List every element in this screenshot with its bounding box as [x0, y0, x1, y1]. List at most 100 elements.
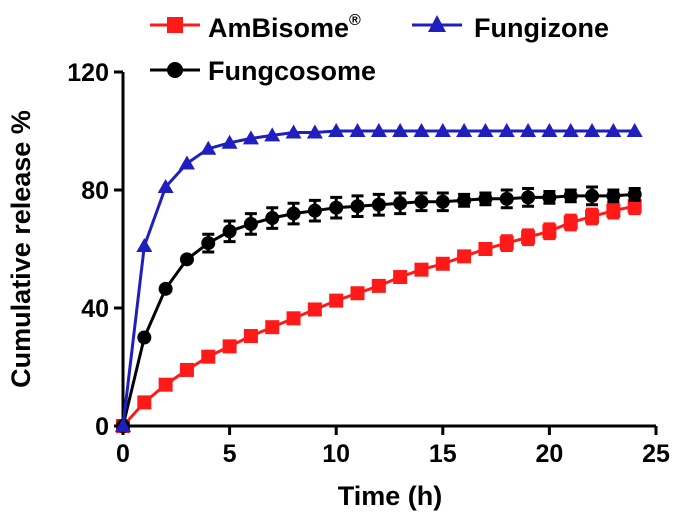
point-ambisome-6: [243, 329, 258, 344]
point-fungizone-7: [264, 127, 281, 142]
series-line-ambisome: [121, 204, 636, 428]
point-fungizone-9: [306, 124, 323, 139]
point-fungcosome-18: [499, 191, 514, 206]
point-fungizone-15: [434, 123, 451, 137]
point-fungizone-8: [285, 124, 302, 139]
point-fungizone-20: [541, 123, 558, 137]
point-fungizone-18: [498, 123, 515, 137]
point-fungizone-17: [477, 123, 494, 137]
x-tick-label-3: 15: [429, 440, 457, 468]
point-fungizone-11: [349, 123, 366, 137]
y-axis-title: Cumulative release %: [6, 110, 36, 388]
point-ambisome-5: [222, 339, 237, 354]
point-fungcosome-10: [329, 200, 344, 215]
point-fungcosome-2: [158, 281, 173, 296]
point-ambisome-19: [521, 230, 536, 245]
legend-label-fungcosome: Fungcosome: [208, 56, 376, 86]
point-ambisome-22: [585, 209, 600, 224]
y-tick-label-0: 0: [95, 413, 109, 441]
point-fungcosome-23: [606, 188, 621, 203]
point-fungizone-4: [200, 140, 217, 155]
point-fungizone-13: [392, 123, 409, 137]
series-fungizone: [115, 123, 643, 432]
point-ambisome-17: [478, 242, 493, 256]
point-ambisome-12: [371, 278, 386, 293]
x-tick-label-4: 20: [535, 440, 563, 468]
point-fungizone-23: [605, 123, 622, 137]
point-ambisome-20: [542, 224, 557, 239]
point-ambisome-18: [499, 236, 514, 251]
point-fungizone-3: [178, 155, 195, 170]
point-ambisome-14: [414, 262, 429, 277]
series-fungcosome: [116, 185, 642, 433]
point-fungizone-1: [136, 238, 153, 253]
point-fungizone-14: [413, 123, 430, 137]
y-tick-label-1: 40: [81, 295, 109, 323]
point-fungcosome-7: [265, 211, 280, 226]
point-fungcosome-15: [435, 194, 450, 209]
point-fungcosome-1: [137, 330, 152, 345]
point-fungizone-21: [562, 123, 579, 137]
point-fungcosome-3: [179, 252, 194, 267]
point-fungizone-16: [456, 123, 473, 137]
point-ambisome-10: [329, 293, 344, 308]
point-fungizone-24: [626, 123, 643, 137]
point-fungcosome-14: [414, 194, 429, 209]
point-ambisome-7: [265, 320, 280, 335]
point-ambisome-2: [158, 377, 173, 392]
point-fungcosome-5: [222, 224, 237, 239]
point-ambisome-9: [307, 302, 322, 317]
series-ambisome: [116, 197, 642, 433]
point-fungizone-6: [242, 130, 259, 145]
point-fungcosome-22: [585, 188, 600, 203]
point-fungizone-2: [157, 179, 174, 194]
point-ambisome-3: [179, 362, 194, 377]
x-tick-label-5: 25: [642, 440, 670, 468]
point-fungcosome-24: [627, 187, 642, 202]
legend-marker-fungizone: [428, 15, 446, 32]
legend: AmBisome® Fungizone Fungcosome: [150, 12, 609, 86]
point-ambisome-8: [286, 311, 301, 326]
legend-item-ambisome: AmBisome®: [150, 12, 361, 43]
legend-marker-ambisome: [167, 17, 183, 33]
point-ambisome-23: [606, 203, 621, 218]
series-line-fungizone: [121, 129, 635, 427]
point-fungizone-0: [115, 418, 131, 432]
point-fungcosome-19: [521, 190, 536, 205]
x-tick-label-0: 0: [116, 440, 130, 468]
point-fungcosome-8: [286, 206, 301, 221]
point-fungizone-19: [520, 123, 537, 137]
point-fungizone-12: [370, 123, 387, 137]
point-fungcosome-4: [201, 236, 216, 251]
point-fungizone-10: [328, 123, 345, 137]
point-fungcosome-13: [393, 196, 408, 211]
legend-marker-fungcosome: [167, 62, 183, 78]
point-ambisome-11: [350, 286, 365, 301]
point-fungcosome-12: [371, 197, 386, 212]
point-ambisome-15: [435, 256, 450, 271]
legend-item-fungizone: Fungizone: [412, 13, 609, 43]
point-fungcosome-16: [457, 193, 472, 208]
y-tick-label-3: 120: [67, 59, 109, 87]
point-fungcosome-17: [478, 191, 493, 206]
point-ambisome-21: [563, 215, 578, 230]
legend-label-ambisome: AmBisome®: [208, 12, 361, 43]
point-fungizone-5: [221, 134, 238, 149]
point-fungcosome-6: [243, 216, 258, 231]
point-ambisome-4: [201, 349, 216, 364]
point-fungcosome-9: [307, 203, 322, 218]
point-fungcosome-21: [563, 188, 578, 203]
point-fungizone-22: [584, 123, 601, 137]
y-tick-label-2: 80: [81, 177, 109, 205]
x-tick-label-2: 10: [322, 440, 350, 468]
x-axis-title: Time (h): [338, 481, 443, 511]
point-ambisome-1: [137, 395, 152, 410]
point-ambisome-16: [457, 249, 472, 264]
point-fungcosome-20: [542, 190, 557, 205]
legend-label-fungizone: Fungizone: [474, 13, 609, 43]
x-tick-label-1: 5: [223, 440, 237, 468]
point-ambisome-13: [393, 270, 408, 285]
point-fungcosome-11: [350, 199, 365, 214]
point-ambisome-24: [627, 199, 642, 214]
